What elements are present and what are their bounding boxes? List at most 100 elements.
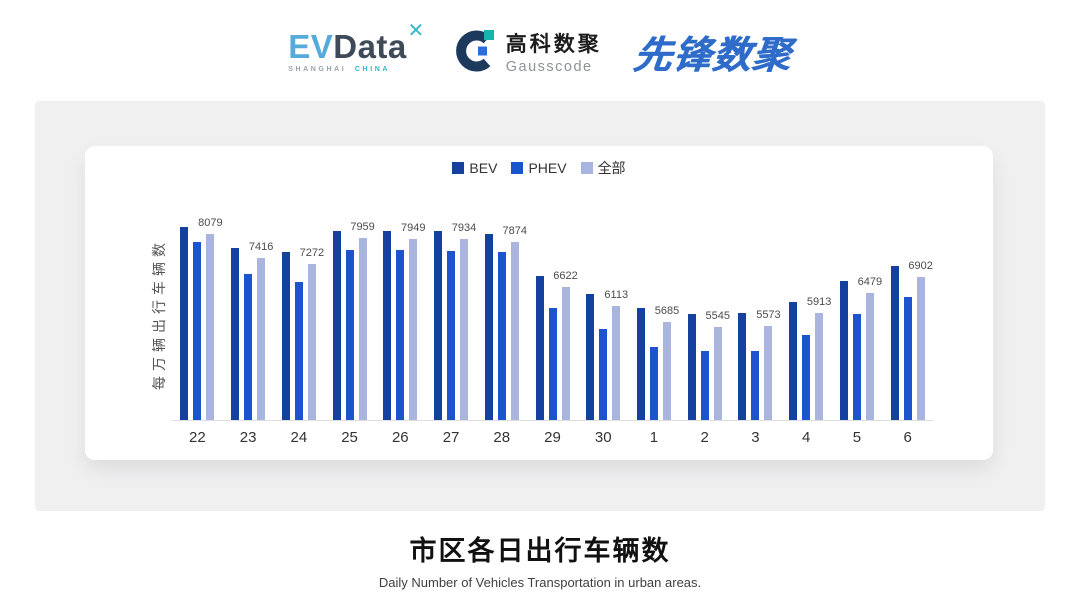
bar-PHEV-6 — [903, 297, 912, 420]
bar-全部-25 — [358, 238, 367, 420]
barwrap-全部-30: 6113 — [604, 289, 628, 420]
chart-subtitle: Daily Number of Vehicles Transportation … — [378, 575, 702, 590]
bar-value-label-5: 6479 — [857, 276, 883, 288]
bar-BEV-4 — [789, 302, 798, 420]
legend-item-BEV[interactable]: BEV — [452, 160, 497, 176]
bar-全部-1 — [662, 322, 671, 420]
legend-label: PHEV — [528, 160, 567, 176]
barwrap-BEV-28 — [484, 234, 493, 420]
barwrap-全部-3: 5573 — [756, 309, 781, 420]
bar-value-label-29: 6622 — [553, 270, 578, 282]
y-axis-title: 每万辆出行车辆数 — [151, 238, 167, 390]
bar-BEV-22 — [180, 227, 189, 420]
barwrap-BEV-30 — [586, 294, 595, 420]
legend-swatch-icon — [580, 162, 593, 174]
bar-group-24: 7272 — [273, 216, 324, 420]
bar-group-22: 8079 — [172, 216, 223, 420]
barwrap-全部-25: 7959 — [350, 221, 375, 420]
barwrap-BEV-29 — [535, 276, 544, 420]
chart-title: 市区各日出行车辆数 — [409, 536, 671, 566]
barwrap-PHEV-29 — [548, 308, 557, 420]
barwrap-PHEV-28 — [497, 252, 506, 420]
x-tick-2: 2 — [700, 429, 709, 446]
bar-group-1: 5685 — [629, 216, 680, 420]
bar-BEV-27 — [434, 231, 443, 420]
bar-PHEV-23 — [244, 274, 253, 420]
bar-value-label-25: 7959 — [350, 221, 375, 233]
plot-area: 8079 7416 7272 7959 7949 7934 7874 6622 6113 5685… — [172, 216, 933, 421]
barwrap-PHEV-4 — [802, 335, 811, 420]
barwrap-全部-24: 7272 — [300, 247, 324, 420]
x-tick-1: 1 — [649, 429, 659, 446]
x-tick-25: 25 — [341, 429, 358, 446]
legend-item-全部[interactable]: 全部 — [580, 158, 626, 178]
barwrap-PHEV-30 — [599, 329, 608, 420]
barwrap-BEV-25 — [332, 231, 341, 420]
barwrap-BEV-4 — [789, 302, 798, 420]
bar-PHEV-24 — [294, 282, 303, 420]
barwrap-PHEV-1 — [649, 347, 658, 420]
bar-group-23: 7416 — [223, 216, 274, 420]
x-tick-6: 6 — [903, 429, 912, 446]
barwrap-PHEV-5 — [852, 314, 861, 420]
bar-group-6: 6902 — [882, 216, 933, 420]
bar-group-29: 6622 — [527, 216, 578, 420]
bar-value-label-26: 7949 — [401, 222, 426, 234]
bar-全部-30 — [612, 306, 621, 420]
bar-PHEV-3 — [751, 351, 760, 420]
bar-全部-26 — [409, 239, 418, 420]
x-tick-27: 27 — [442, 429, 460, 446]
bar-group-27: 7934 — [426, 216, 477, 420]
barwrap-全部-2: 5545 — [705, 310, 730, 420]
legend-item-PHEV[interactable]: PHEV — [511, 160, 567, 176]
barwrap-全部-1: 5685 — [655, 305, 679, 420]
barwrap-全部-28: 7874 — [503, 225, 527, 420]
bar-value-label-24: 7272 — [299, 247, 325, 259]
bar-PHEV-27 — [447, 251, 456, 420]
x-tick-23: 23 — [239, 429, 257, 446]
bar-group-26: 7949 — [375, 216, 426, 420]
barwrap-BEV-22 — [180, 227, 189, 420]
bar-PHEV-29 — [548, 308, 557, 420]
header: EVData ✕ SHANGHAI CHINA 高科数聚 Gausscode 先… — [0, 16, 1080, 86]
bar-BEV-25 — [332, 231, 341, 420]
evdata-logo: EVData ✕ SHANGHAI CHINA — [288, 21, 424, 73]
chart-legend: BEV PHEV 全部 — [85, 158, 993, 178]
bar-value-label-28: 7874 — [502, 225, 528, 237]
gausscode-en-text: Gausscode — [505, 58, 593, 75]
bar-value-label-22: 8079 — [198, 217, 223, 229]
bar-全部-6 — [916, 277, 925, 420]
bar-BEV-2 — [687, 314, 696, 420]
bar-全部-29 — [561, 287, 570, 420]
bar-BEV-5 — [839, 281, 848, 420]
barwrap-PHEV-27 — [447, 251, 456, 420]
barwrap-全部-4: 5913 — [807, 296, 831, 420]
gausscode-icon — [455, 30, 494, 72]
bar-group-2: 5545 — [679, 216, 730, 420]
barwrap-BEV-5 — [839, 281, 848, 420]
barwrap-全部-27: 7934 — [452, 222, 476, 420]
bar-全部-23 — [257, 258, 266, 420]
bar-全部-3 — [764, 326, 773, 420]
barwrap-全部-29: 6622 — [553, 270, 578, 420]
chart-card: BEV PHEV 全部 每万辆出行车辆数 8079 7416 7272 7959 7949 7… — [85, 146, 993, 460]
evdata-data-text: Data — [333, 27, 407, 65]
bar-BEV-1 — [636, 308, 645, 420]
evdata-china-text: CHINA — [354, 65, 391, 73]
bar-value-label-3: 5573 — [756, 309, 781, 321]
bar-BEV-6 — [890, 266, 899, 420]
legend-swatch-icon — [452, 162, 465, 174]
x-tick-4: 4 — [802, 429, 811, 446]
bar-PHEV-5 — [852, 314, 861, 420]
bar-PHEV-2 — [700, 351, 709, 420]
x-tick-3: 3 — [751, 429, 760, 446]
bar-全部-2 — [713, 327, 722, 420]
bar-group-5: 6479 — [832, 216, 883, 420]
chart-caption: 市区各日出行车辆数 Daily Number of Vehicles Trans… — [0, 529, 1080, 590]
gausscode-logo: 高科数聚 Gausscode — [453, 28, 602, 75]
barwrap-全部-22: 8079 — [198, 217, 223, 420]
barwrap-全部-5: 6479 — [858, 276, 882, 420]
bar-value-label-30: 6113 — [604, 289, 629, 301]
bar-PHEV-22 — [193, 242, 202, 420]
x-axis-labels: 22 23 24 25 26 27 28 29 30 1 2 3 4 5 6 — [172, 429, 933, 446]
